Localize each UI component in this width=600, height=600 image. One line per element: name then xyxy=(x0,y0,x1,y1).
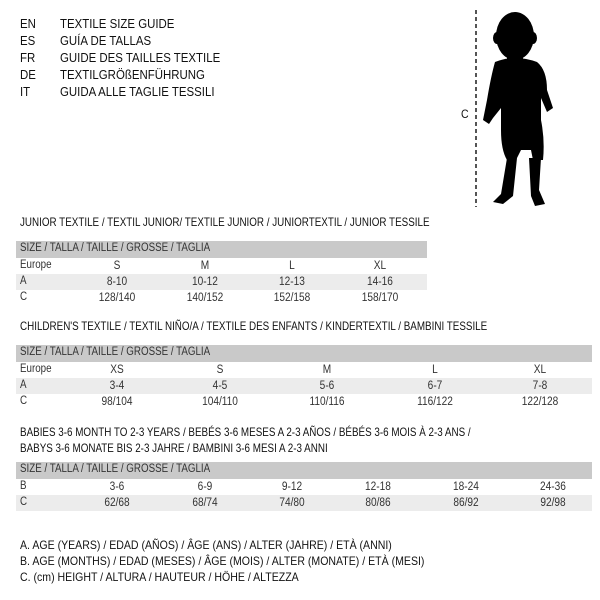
table-cell: 7-8 xyxy=(532,380,548,392)
row-label: C xyxy=(20,395,28,407)
table-cell: 116/122 xyxy=(417,396,453,408)
size-header: SIZE / TALLA / TAILLE / GRÖSSE / TAGLIA xyxy=(20,346,211,358)
table-cell: 110/116 xyxy=(309,396,345,408)
language-title: TEXTILE SIZE GUIDE xyxy=(60,16,175,31)
table-cell: 9-12 xyxy=(281,481,303,493)
table-row: B 3-6 6-9 9-12 12-18 18-24 24-36 xyxy=(16,479,592,495)
table-cell: S xyxy=(216,364,224,376)
language-title: GUIDE DES TAILLES TEXTILE xyxy=(60,50,221,65)
junior-size-table: SIZE / TALLA / TAILLE / GRÖSSE / TAGLIA E… xyxy=(16,241,427,306)
babies-size-table: SIZE / TALLA / TAILLE / GRÖSSE / TAGLIA B… xyxy=(16,462,592,511)
table-cell: 5-6 xyxy=(319,380,335,392)
row-label: C xyxy=(20,291,28,303)
language-code: FR xyxy=(20,50,36,65)
table-row: A 8-10 10-12 12-13 14-16 xyxy=(16,274,427,290)
size-header-row: SIZE / TALLA / TAILLE / GRÖSSE / TAGLIA xyxy=(16,345,592,362)
legend-a: A. AGE (YEARS) / EDAD (AÑOS) / ÂGE (ANS)… xyxy=(20,538,392,552)
table-cell: 158/170 xyxy=(361,292,399,304)
children-section-title: CHILDREN'S TEXTILE / TEXTIL NIÑO/A / TEX… xyxy=(20,319,488,333)
size-header-row: SIZE / TALLA / TAILLE / GRÖSSE / TAGLIA xyxy=(16,462,592,479)
language-code: EN xyxy=(20,16,36,31)
table-row: C 62/68 68/74 74/80 80/86 86/92 92/98 xyxy=(16,495,592,511)
table-cell: 104/110 xyxy=(202,396,238,408)
table-cell: 14-16 xyxy=(367,276,393,288)
language-title: GUIDA ALLE TAGLIE TESSILI xyxy=(60,84,215,99)
table-cell: L xyxy=(432,364,438,376)
table-cell: 12-13 xyxy=(279,276,305,288)
table-cell: 86/92 xyxy=(453,497,479,509)
row-label: C xyxy=(20,496,28,508)
legend-c: C. (cm) HEIGHT / ALTURA / HAUTEUR / HÖHE… xyxy=(20,570,299,584)
table-cell: M xyxy=(322,364,332,376)
table-cell: 122/128 xyxy=(521,396,559,408)
table-row: C 128/140 140/152 152/158 158/170 xyxy=(16,290,427,306)
table-cell: 6-7 xyxy=(427,380,443,392)
junior-section-title: JUNIOR TEXTILE / TEXTIL JUNIOR/ TEXTILE … xyxy=(20,215,430,229)
row-label: B xyxy=(20,480,27,492)
table-row: A 3-4 4-5 5-6 6-7 7-8 xyxy=(16,378,592,394)
table-row: Europe S M L XL xyxy=(16,258,427,274)
row-label: Europe xyxy=(20,259,52,271)
table-cell: S xyxy=(113,260,121,272)
language-code: DE xyxy=(20,67,36,82)
legend-b: B. AGE (MONTHS) / EDAD (MESES) / ÂGE (MO… xyxy=(20,554,425,568)
table-cell: 18-24 xyxy=(453,481,479,493)
table-cell: 10-12 xyxy=(192,276,218,288)
table-cell: XL xyxy=(533,364,547,376)
table-cell: 3-6 xyxy=(109,481,125,493)
table-row: C 98/104 104/110 110/116 116/122 122/128 xyxy=(16,394,592,410)
size-header-row: SIZE / TALLA / TAILLE / GRÖSSE / TAGLIA xyxy=(16,241,427,258)
height-label: C xyxy=(461,107,469,121)
language-code: IT xyxy=(20,84,31,99)
table-cell: 128/140 xyxy=(98,292,136,304)
language-title: GUÍA DE TALLAS xyxy=(60,33,152,48)
child-silhouette-icon xyxy=(475,10,553,207)
table-cell: 12-18 xyxy=(365,481,391,493)
table-cell: 4-5 xyxy=(212,380,228,392)
table-cell: M xyxy=(200,260,210,272)
table-cell: 62/68 xyxy=(104,497,130,509)
language-code: ES xyxy=(20,33,36,48)
size-header: SIZE / TALLA / TAILLE / GRÖSSE / TAGLIA xyxy=(20,242,211,254)
table-cell: 8-10 xyxy=(106,276,128,288)
table-cell: XL xyxy=(373,260,387,272)
table-cell: 80/86 xyxy=(365,497,391,509)
table-cell: 98/104 xyxy=(101,396,133,408)
babies-section-title-line1: BABIES 3-6 MONTH TO 2-3 YEARS / BEBÉS 3-… xyxy=(20,425,471,439)
table-row: Europe XS S M L XL xyxy=(16,362,592,378)
row-label: Europe xyxy=(20,363,52,375)
table-cell: 24-36 xyxy=(540,481,566,493)
row-label: A xyxy=(20,379,27,391)
table-cell: 68/74 xyxy=(192,497,218,509)
table-cell: XS xyxy=(110,364,124,376)
children-size-table: SIZE / TALLA / TAILLE / GRÖSSE / TAGLIA E… xyxy=(16,345,592,410)
child-figure: C xyxy=(455,0,600,215)
table-cell: 140/152 xyxy=(186,292,224,304)
table-cell: 152/158 xyxy=(273,292,311,304)
row-label: A xyxy=(20,275,27,287)
language-title: TEXTILGRÖßENFÜHRUNG xyxy=(60,67,205,82)
table-cell: 92/98 xyxy=(540,497,566,509)
size-header: SIZE / TALLA / TAILLE / GRÖSSE / TAGLIA xyxy=(20,463,211,475)
table-cell: 6-9 xyxy=(197,481,213,493)
table-cell: L xyxy=(289,260,295,272)
table-cell: 74/80 xyxy=(279,497,305,509)
table-cell: 3-4 xyxy=(109,380,125,392)
babies-section-title-line2: BABYS 3-6 MONATE BIS 2-3 JAHRE / BAMBINI… xyxy=(20,441,328,455)
